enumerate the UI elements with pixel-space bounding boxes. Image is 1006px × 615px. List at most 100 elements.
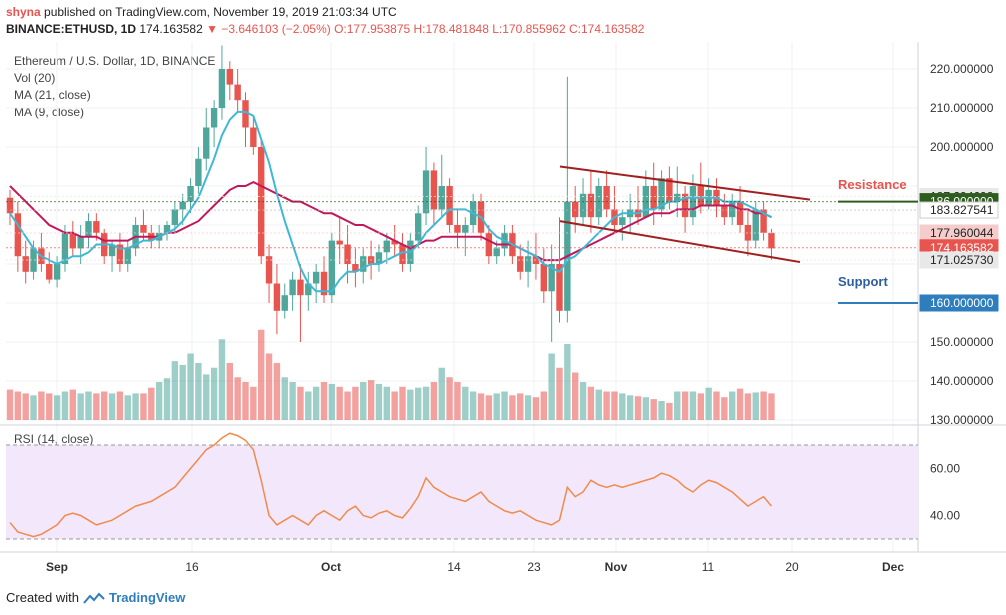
volume-bar xyxy=(501,391,508,420)
volume-bar xyxy=(210,367,218,420)
candle-body xyxy=(462,225,469,233)
volume-bar xyxy=(6,389,14,420)
candle-body xyxy=(265,256,273,284)
volume-bar xyxy=(399,386,406,420)
volume-bar xyxy=(101,391,108,420)
candle-body xyxy=(681,193,689,218)
candle-body xyxy=(210,108,218,128)
volume-bar xyxy=(430,382,438,420)
candle-body xyxy=(258,147,265,257)
candle-body xyxy=(226,69,233,85)
chart-title: Ethereum / U.S. Dollar, 1D, BINANCE xyxy=(14,54,216,68)
candle-body xyxy=(446,186,453,225)
price-label-box xyxy=(919,251,999,269)
candle-body xyxy=(77,236,84,249)
rsi-indicator-label[interactable]: RSI (14, close) xyxy=(14,432,94,446)
candle-body xyxy=(666,178,673,202)
volume-bar xyxy=(187,353,194,420)
x-tick-label: 20 xyxy=(785,560,799,574)
candle-body xyxy=(438,186,445,210)
candle-body xyxy=(579,193,587,218)
last-price: 174.163582 xyxy=(139,22,203,36)
candle-body xyxy=(312,271,320,284)
volume-bar xyxy=(69,389,76,420)
rsi-line xyxy=(9,432,773,538)
candle-body xyxy=(234,84,241,101)
candle-body xyxy=(6,197,14,214)
candle-body xyxy=(203,127,210,159)
resistance-label: Resistance xyxy=(838,177,907,192)
volume-bar xyxy=(446,377,453,420)
rsi-band xyxy=(6,445,918,539)
candle-body xyxy=(587,193,595,218)
price-change: ▼ −3.646103 (−2.05%) xyxy=(206,22,331,36)
volume-indicator-label[interactable]: Vol (20) xyxy=(14,71,56,85)
ohlc-values: O:177.953875 H:178.481848 L:170.855962 C… xyxy=(334,22,645,36)
volume-bar xyxy=(697,393,704,420)
candle-body xyxy=(124,248,131,264)
price-label-text: 177.960044 xyxy=(930,226,994,240)
candle-body xyxy=(603,186,610,210)
volume-bar xyxy=(532,397,540,420)
volume-bar xyxy=(203,374,210,420)
volume-bar xyxy=(626,395,634,420)
volume-bar xyxy=(454,382,461,420)
footer: Created with TradingView xyxy=(6,590,185,605)
tradingview-brand[interactable]: TradingView xyxy=(108,590,186,605)
ma21-indicator-label[interactable]: MA (21, close) xyxy=(14,88,91,102)
volume-bar xyxy=(422,386,430,420)
volume-bar xyxy=(650,399,657,420)
created-with-text: Created with xyxy=(6,590,79,605)
volume-bar xyxy=(485,395,493,420)
author-name: shyna xyxy=(6,5,41,19)
volume-bar xyxy=(595,389,602,420)
volume-bar xyxy=(603,391,610,420)
volume-bar xyxy=(564,344,571,420)
volume-bar xyxy=(195,363,202,420)
candle-body xyxy=(179,201,186,210)
volume-bar xyxy=(517,393,524,420)
ma9-line xyxy=(9,110,772,293)
tradingview-logo-icon[interactable] xyxy=(83,592,105,604)
candle-body xyxy=(53,264,61,280)
volume-bar xyxy=(226,363,233,420)
volume-bar xyxy=(312,386,320,420)
volume-bar xyxy=(438,367,445,420)
volume-bar xyxy=(493,393,500,420)
volume-bar xyxy=(328,383,336,420)
volume-bar xyxy=(611,391,618,420)
candle-body xyxy=(69,232,76,249)
support-trendline xyxy=(559,220,801,264)
candle-body xyxy=(721,205,728,218)
volume-bar xyxy=(572,372,579,420)
volume-bar xyxy=(46,393,53,420)
volume-bar xyxy=(108,393,116,420)
candle-body xyxy=(658,178,665,210)
volume-bar xyxy=(477,393,485,420)
volume-bar xyxy=(721,397,728,420)
x-tick-label: 16 xyxy=(185,560,199,574)
candle-body xyxy=(729,201,736,218)
volume-bar xyxy=(258,329,265,420)
volume-bar xyxy=(768,393,775,420)
volume-bar xyxy=(242,382,249,420)
y-tick-label: 130.000000 xyxy=(930,413,994,427)
candle-body xyxy=(752,209,759,241)
candle-body xyxy=(218,69,226,108)
candle-body xyxy=(736,201,744,225)
volume-bar xyxy=(53,395,61,420)
volume-bar xyxy=(556,367,563,420)
candle-body xyxy=(375,252,383,264)
volume-bar xyxy=(540,391,547,420)
volume-bar xyxy=(367,380,375,420)
x-tick-label: 11 xyxy=(702,560,715,574)
price-label-text: 183.827541 xyxy=(930,203,994,217)
candle-body xyxy=(674,193,681,202)
volume-bar xyxy=(22,393,29,420)
candle-body xyxy=(93,221,100,233)
volume-bar xyxy=(548,353,555,420)
candle-body xyxy=(524,256,532,272)
candle-body xyxy=(171,209,179,225)
rsi-tick-label: 60.00 xyxy=(930,462,960,476)
